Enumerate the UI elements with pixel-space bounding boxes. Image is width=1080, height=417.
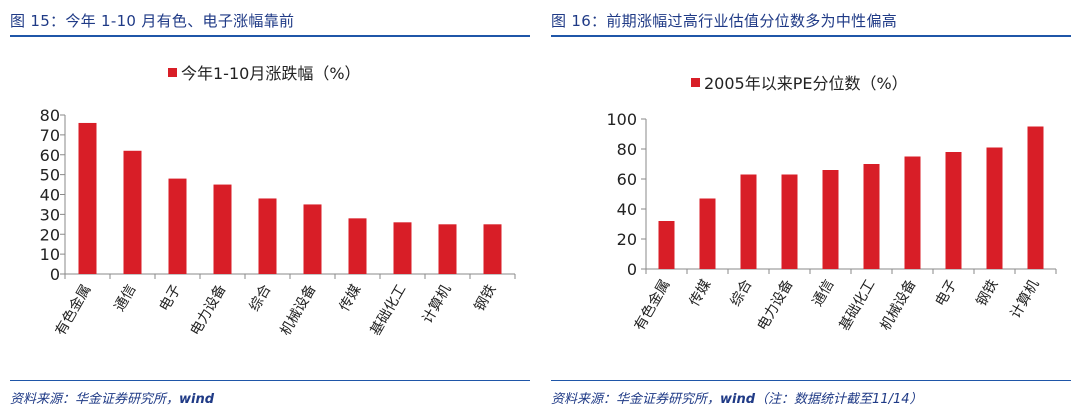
x-tick-label: 钢铁 (974, 277, 1002, 309)
x-tick-label: 综合 (728, 277, 756, 309)
x-tick-label: 通信 (810, 277, 838, 309)
x-tick-label: 钢铁 (472, 282, 500, 314)
x-tick-label: 综合 (247, 282, 275, 314)
y-tick-label: 40 (617, 200, 637, 219)
bar (1027, 126, 1044, 269)
bar (483, 224, 502, 274)
x-tick-label: 计算机 (420, 282, 455, 326)
source-rule (10, 380, 530, 381)
x-tick-label: 电子 (933, 277, 961, 309)
bar (699, 198, 716, 269)
legend-label: 2005年以来PE分位数（%） (704, 74, 908, 93)
x-tick-label: 基础化工 (367, 282, 410, 339)
title-rule (10, 35, 530, 37)
bar (863, 164, 880, 269)
y-tick-label: 20 (617, 230, 637, 249)
figure-title: 图 16：前期涨幅过高行业估值分位数多为中性偏高 (551, 12, 898, 30)
bar (123, 150, 142, 274)
chart-legend: 今年1-10月涨跌幅（%） (168, 60, 361, 84)
figure-16: 图 16：前期涨幅过高行业估值分位数多为中性偏高 2005年以来PE分位数（%）… (551, 0, 1071, 417)
y-tick-label: 80 (617, 140, 637, 159)
bar (781, 174, 798, 269)
bar (904, 156, 921, 269)
bar (393, 222, 412, 274)
y-tick-label: 0 (50, 265, 60, 284)
x-tick-label: 有色金属 (52, 282, 95, 339)
x-tick-label: 传媒 (687, 277, 715, 309)
x-tick-label: 电力设备 (187, 282, 230, 339)
source-prefix: 资料来源：华金证券研究所， (551, 392, 721, 407)
bar-chart: 0 20 40 60 80 100 有色金属 传媒 综合 电力设备 通信 基础化工 机械设备 电子 钢铁 计算… (606, 110, 1057, 334)
y-tick-label: 70 (40, 126, 60, 145)
figure-title: 图 15：今年 1-10 月有色、电子涨幅靠前 (10, 12, 295, 30)
x-tick-label: 电力设备 (754, 277, 797, 334)
bar (986, 147, 1003, 269)
y-tick-label: 10 (40, 245, 60, 264)
bar (438, 224, 457, 274)
bar (348, 218, 367, 274)
bar (945, 152, 962, 269)
bar (168, 178, 187, 274)
x-tick-label: 机械设备 (877, 277, 920, 334)
bar (303, 204, 322, 274)
y-tick-label: 80 (40, 106, 60, 125)
bar (213, 184, 232, 274)
source-rule (551, 380, 1071, 381)
bar (740, 174, 757, 269)
x-tick-label: 传媒 (337, 282, 365, 314)
source-bold: wind (179, 392, 215, 407)
source-prefix: 资料来源：华金证券研究所， (10, 392, 180, 407)
bar (822, 170, 839, 269)
y-tick-label: 30 (40, 205, 60, 224)
chart-legend: 2005年以来PE分位数（%） (691, 70, 908, 94)
y-tick-label: 60 (617, 170, 637, 189)
bar (78, 122, 97, 274)
title-rule (551, 35, 1071, 37)
y-tick-label: 40 (40, 186, 60, 205)
legend-swatch (168, 68, 177, 77)
y-tick-label: 60 (40, 146, 60, 165)
source-suffix: （注：数据统计截至11/14） (755, 392, 923, 407)
y-tick-label: 50 (40, 166, 60, 185)
legend-swatch (691, 78, 700, 87)
y-tick-label: 0 (627, 260, 637, 279)
x-tick-label: 电子 (157, 282, 185, 314)
x-tick-label: 基础化工 (836, 277, 879, 334)
x-tick-label: 计算机 (1008, 277, 1043, 321)
y-tick-label: 20 (40, 225, 60, 244)
y-tick-label: 100 (606, 110, 637, 129)
source-note: 资料来源：华金证券研究所，wind（注：数据统计截至11/14） (551, 388, 1071, 407)
x-tick-label: 有色金属 (631, 277, 674, 334)
x-tick-label: 通信 (112, 282, 140, 314)
source-note: 资料来源：华金证券研究所，wind (10, 388, 530, 407)
legend-label: 今年1-10月涨跌幅（%） (181, 64, 361, 83)
x-tick-label: 机械设备 (277, 282, 320, 339)
bar (258, 198, 277, 274)
source-bold: wind (720, 392, 756, 407)
bar (658, 221, 675, 269)
